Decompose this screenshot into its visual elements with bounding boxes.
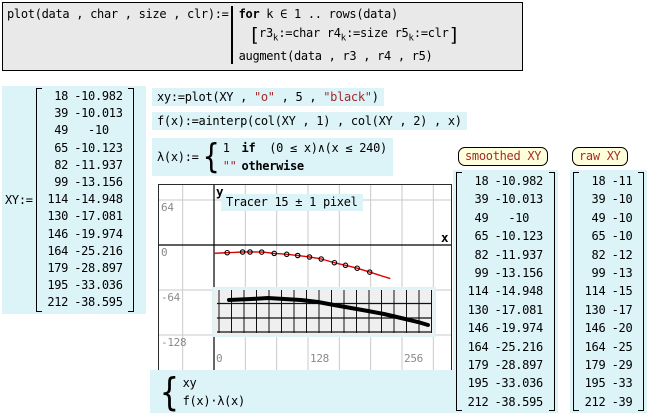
matrix-row: 49 -10 — [474, 210, 530, 225]
matrix-row: 49 -10 — [591, 210, 633, 225]
svg-text:0: 0 — [216, 352, 222, 365]
xy-definition-region[interactable]: xy:=plot(XY , "o" , 5 , "black") — [152, 88, 384, 106]
svg-text:x: x — [441, 230, 449, 245]
matrix-row: 195 -33 — [584, 376, 633, 391]
matrix-row: 212 -38.595 — [467, 394, 544, 409]
assign-r3: r3k:=char — [259, 26, 320, 44]
matrix-row: 99 -13.156 — [54, 175, 123, 190]
matrix-row: 18 -11 — [591, 174, 633, 188]
matrix-row: 146 -20 — [584, 321, 633, 336]
trace-brace: { — [160, 369, 179, 414]
matrix-row: 212 -39 — [584, 394, 633, 409]
close-bracket: ] — [448, 24, 460, 47]
matrix-row: 39 -10 — [591, 192, 633, 207]
matrix-row: 130 -17 — [584, 302, 633, 317]
lambda-cases: 1 if (0 ≤ x)∧(x ≤ 240) "" otherwise — [222, 139, 388, 175]
matrix-row: 164 -25.216 — [47, 243, 123, 258]
xy-matrix-region[interactable]: XY:= 18 -10.982 39 -10.013 49 -10 65 -10.123 82-… — [2, 86, 146, 314]
svg-text:-64: -64 — [161, 291, 181, 304]
svg-text:0: 0 — [161, 246, 167, 259]
smoothed-xy-matrix-region[interactable]: 18 -10.982 39 -10.013 49 -10 65 -10.123 82 -11.93… — [453, 170, 558, 414]
string-literal-black: "black" — [323, 90, 372, 104]
program-body: for k ∈ 1 .. rows(data) [ r3k:=char r4k:… — [230, 6, 460, 65]
matrix-right-bracket — [638, 172, 645, 412]
open-bracket: [ — [248, 24, 260, 47]
xy-matrix-body: 18 -10.982 39 -10.013 49 -10 65 -10.123 82 -11.93… — [46, 88, 125, 312]
program-for-line: for k ∈ 1 .. rows(data) — [239, 6, 459, 22]
matrix-row: 65 -10.123 — [474, 229, 544, 244]
raw-xy-tag[interactable]: raw XY — [572, 147, 628, 166]
svg-text:128: 128 — [310, 352, 329, 365]
program-assign-line: [ r3k:=char r4k:=size r5k:=clr ] — [248, 24, 460, 47]
matrix-row: 99 -13.156 — [474, 266, 544, 281]
svg-text:256: 256 — [404, 352, 423, 365]
matrix-row: 130 -17.081 — [47, 209, 123, 224]
xy-matrix-label: XY:= — [5, 192, 33, 207]
matrix-row: 49 -10 — [54, 123, 109, 138]
svg-text:64: 64 — [161, 201, 174, 214]
matrix-row: 164 -25 — [584, 339, 633, 354]
matrix-row: 99 -13 — [591, 266, 633, 281]
matrix-row: 18 -10.982 — [54, 89, 123, 103]
matrix-left-bracket — [573, 172, 579, 412]
lambda-definition-region[interactable]: λ(x):= { 1 if (0 ≤ x)∧(x ≤ 240) "" otherwi… — [152, 138, 393, 176]
case-2: "" otherwise — [222, 159, 304, 173]
f-definition-region[interactable]: f(x):=ainterp(col(XY , 1) , col(XY , 2) … — [152, 112, 467, 130]
smoothed-xy-tag[interactable]: smoothed XY — [458, 147, 549, 166]
matrix-row: 82 -11.937 — [54, 157, 123, 172]
trace-items: xy f(x)·λ(x) — [182, 374, 246, 410]
for-expression: k ∈ 1 .. rows(data) — [259, 7, 398, 21]
matrix-row: 65 -10 — [591, 229, 633, 244]
matrix-row: 114 -15 — [584, 284, 633, 299]
matrix-right-bracket — [128, 88, 135, 312]
svg-text:y: y — [216, 185, 224, 199]
matrix-row: 146 -19.974 — [47, 226, 123, 241]
matrix-row: 146 -19.974 — [467, 321, 544, 336]
matrix-left-bracket — [456, 172, 462, 412]
matrix-row: 65 -10.123 — [54, 140, 123, 155]
matrix-row: 114 -14.948 — [467, 284, 544, 299]
case-1: 1 if (0 ≤ x)∧(x ≤ 240) — [222, 141, 388, 155]
trace-item-xy: xy — [182, 375, 197, 390]
assign-r4: r4k:=size — [326, 26, 388, 44]
plot-canvas: 64 0 -64 -128 0 128 256 y x — [159, 185, 451, 370]
cases-brace: { — [202, 137, 219, 177]
matrix-row: 195 -33.036 — [47, 278, 123, 293]
matrix-left-bracket — [35, 88, 42, 312]
matrix-row: 39 -10.013 — [474, 192, 544, 207]
program-augment-line: augment(data , r3 , r4 , r5) — [238, 49, 433, 64]
for-keyword: for — [238, 7, 260, 21]
program-lhs: plot(data , char , size , clr):= — [7, 7, 229, 21]
matrix-row: 179 -28.897 — [467, 358, 544, 373]
matrix-row: 212 -38.595 — [47, 295, 123, 310]
matrix-row: 82 -12 — [591, 247, 633, 262]
raw-xy-matrix-region[interactable]: 18 -11 39 -10 49 -10 65 -10 82 -12 99 -13 114 -15 130-… — [570, 170, 648, 414]
lambda-lhs: λ(x):= — [157, 150, 199, 164]
tracer-annotation[interactable]: Tracer 15 ± 1 pixel — [221, 194, 363, 211]
matrix-row: 179 -29 — [584, 358, 633, 373]
assign-r5: r5k:=clr — [394, 26, 449, 44]
plot-function-program-region[interactable]: plot(data , char , size , clr):= for k ∈… — [2, 2, 523, 71]
matrix-row: 18 -10.982 — [474, 174, 544, 188]
string-literal-o: "o" — [253, 90, 275, 104]
matrix-row: 82 -11.937 — [474, 247, 544, 262]
matrix-row: 114 -14.948 — [47, 192, 123, 207]
matrix-row: 179 -28.897 — [47, 261, 123, 276]
matrix-row: 164 -25.216 — [467, 339, 544, 354]
matrix-row: 130 -17.081 — [467, 302, 544, 317]
trace-item-f: f(x)·λ(x) — [182, 393, 246, 408]
plot-trace-expressions-region[interactable]: { xy f(x)·λ(x) — [150, 370, 453, 413]
xy-plot-region[interactable]: 64 0 -64 -128 0 128 256 y x Tracer 15 ± 1 pixel — [158, 184, 452, 371]
svg-text:-128: -128 — [161, 336, 186, 349]
smoothed-matrix-body: 18 -10.982 39 -10.013 49 -10 65 -10.123 82 -11.93… — [466, 172, 545, 411]
matrix-right-bracket — [548, 172, 555, 412]
raw-matrix-body: 18 -11 39 -10 49 -10 65 -10 82 -12 99 -13 114 -15 130-… — [583, 172, 634, 411]
matrix-row: 39 -10.013 — [54, 106, 123, 121]
matrix-row: 195 -33.036 — [467, 376, 544, 391]
